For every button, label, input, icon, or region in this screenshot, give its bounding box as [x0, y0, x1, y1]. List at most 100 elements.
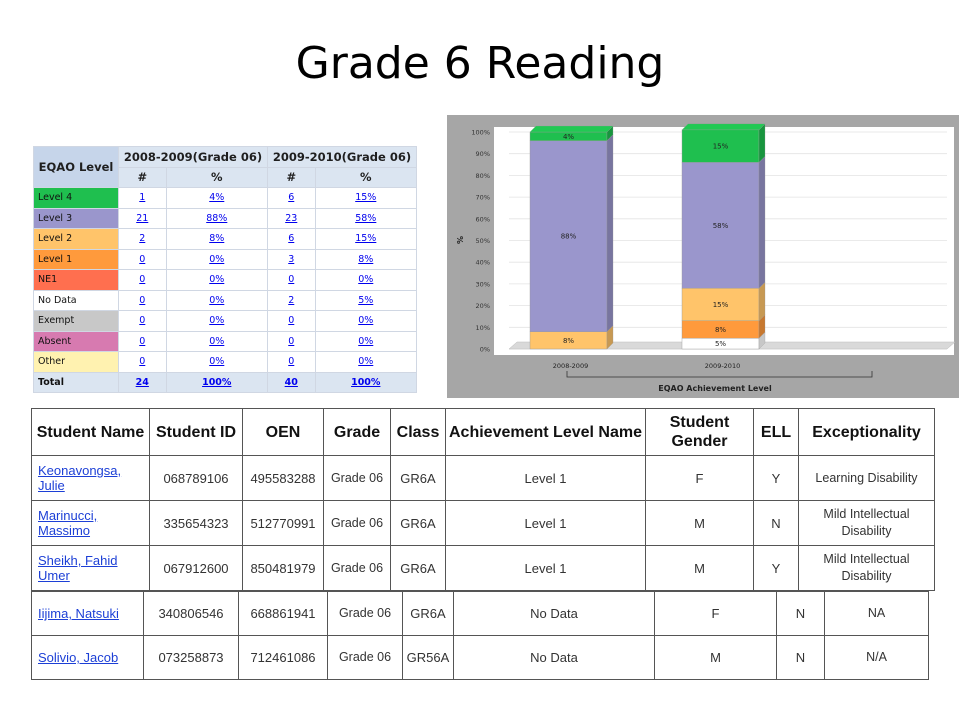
summary-cell: 21 [118, 207, 167, 229]
bar-top [681, 123, 766, 130]
y-tick-label: 90% [476, 150, 490, 158]
summary-cell: 8% [165, 228, 268, 250]
summary-link[interactable]: 6 [288, 192, 295, 204]
total-link[interactable]: 40 [284, 376, 298, 388]
summary-cell: 0% [314, 330, 418, 352]
summary-link[interactable]: 0 [139, 356, 146, 368]
summary-link[interactable]: 5% [358, 294, 374, 306]
total-link[interactable]: 100% [351, 376, 381, 388]
student-class-cell: GR6A [390, 455, 446, 501]
summary-cell: 4% [165, 187, 268, 209]
student-ell-cell: Y [753, 545, 799, 591]
summary-cell: 0 [118, 269, 167, 291]
student-table-continued: Iijima, Natsuki 340806546 668861941 Grade 0… [31, 591, 929, 680]
student-name-link[interactable]: Solivio, Jacob [38, 650, 119, 665]
summary-link[interactable]: 4% [209, 192, 225, 204]
x-tick-label: 2008-2009 [553, 362, 588, 370]
bar-data-label: 4% [563, 133, 574, 141]
summary-link[interactable]: 0 [139, 315, 146, 327]
summary-link[interactable]: 0 [288, 274, 295, 286]
total-link[interactable]: 100% [202, 376, 232, 388]
summary-link[interactable]: 0% [209, 274, 225, 286]
summary-link[interactable]: 0% [209, 294, 225, 306]
summary-link[interactable]: 2 [288, 294, 295, 306]
student-level-cell: Level 1 [445, 455, 646, 501]
summary-link[interactable]: 0% [358, 335, 374, 347]
summary-link[interactable]: 0% [358, 274, 374, 286]
summary-link[interactable]: 0 [139, 294, 146, 306]
summary-link[interactable]: 0% [209, 253, 225, 265]
student-exc-cell: Mild Intellectual Disability [798, 545, 935, 591]
bar-segment [681, 129, 760, 163]
level-label: Level 4 [33, 187, 119, 209]
level-label: Level 3 [33, 207, 119, 229]
col-ell: ELL [753, 408, 799, 456]
summary-link[interactable]: 0% [358, 315, 374, 327]
bar-side [758, 156, 766, 289]
summary-cell: 5% [314, 289, 418, 311]
summary-link[interactable]: 0% [209, 335, 225, 347]
y-tick-label: 80% [476, 172, 490, 180]
summary-link[interactable]: 88% [206, 212, 228, 224]
total-label: Total [33, 371, 119, 393]
y-tick-label: 70% [476, 194, 490, 202]
student-exc-cell: Mild Intellectual Disability [798, 500, 935, 546]
student-exc-cell: NA [824, 591, 929, 636]
total-link[interactable]: 24 [135, 376, 149, 388]
summary-link[interactable]: 15% [355, 233, 377, 245]
summary-row: Level 1 0 0% 3 8% [33, 248, 418, 270]
eqao-level-header: EQAO Level [33, 146, 119, 188]
summary-row: Absent 0 0% 0 0% [33, 330, 418, 352]
summary-cell: 0% [165, 351, 268, 373]
student-id-cell: 335654323 [149, 500, 243, 546]
summary-link[interactable]: 21 [136, 212, 149, 224]
summary-link[interactable]: 1 [139, 192, 146, 204]
student-name-link[interactable]: Marinucci, Massimo [38, 508, 98, 538]
summary-link[interactable]: 0 [139, 253, 146, 265]
summary-link[interactable]: 3 [288, 253, 295, 265]
y-tick-label: 30% [476, 280, 490, 288]
summary-link[interactable]: 0 [139, 335, 146, 347]
summary-cell: 6 [266, 228, 316, 250]
student-name-link[interactable]: Sheikh, Fahid Umer [38, 553, 118, 583]
y-tick-label: 100% [471, 129, 490, 137]
summary-link[interactable]: 8% [209, 233, 225, 245]
summary-link[interactable]: 8% [358, 253, 374, 265]
student-id-cell: 073258873 [143, 635, 239, 680]
summary-cell: 0 [118, 248, 167, 270]
summary-cell: 1 [118, 187, 167, 209]
student-class-cell: GR6A [390, 545, 446, 591]
student-name-link[interactable]: Keonavongsa, Julie [38, 463, 122, 493]
bar-data-label: 8% [715, 326, 726, 334]
student-ell-cell: N [776, 591, 825, 636]
student-name-link[interactable]: Iijima, Natsuki [38, 606, 119, 621]
slide-title: Grade 6 Reading [295, 38, 665, 89]
bar-segment [681, 162, 760, 289]
summary-link[interactable]: 6 [288, 233, 295, 245]
student-gender-cell: F [645, 455, 754, 501]
summary-link[interactable]: 58% [355, 212, 377, 224]
summary-cell: 0% [165, 310, 268, 332]
student-oen-cell: 512770991 [242, 500, 324, 546]
summary-link[interactable]: 23 [285, 212, 298, 224]
summary-cell: 2 [118, 228, 167, 250]
level-label: Level 1 [33, 248, 119, 270]
summary-link[interactable]: 2 [139, 233, 146, 245]
summary-link[interactable]: 0% [209, 356, 225, 368]
summary-cell: 0% [314, 310, 418, 332]
summary-row: Exempt 0 0% 0 0% [33, 310, 418, 332]
summary-link[interactable]: 0 [288, 356, 295, 368]
summary-link[interactable]: 15% [355, 192, 377, 204]
student-grade-cell: Grade 06 [327, 591, 403, 636]
y-tick-label: 0% [480, 346, 490, 354]
summary-link[interactable]: 0 [288, 335, 295, 347]
bar-data-label: 88% [561, 233, 577, 241]
student-grade-cell: Grade 06 [323, 455, 391, 501]
summary-link[interactable]: 0 [139, 274, 146, 286]
summary-link[interactable]: 0% [358, 356, 374, 368]
student-oen-cell: 495583288 [242, 455, 324, 501]
x-axis-label: EQAO Achievement Level [658, 384, 772, 393]
summary-link[interactable]: 0% [209, 315, 225, 327]
summary-row: Level 4 1 4% 6 15% [33, 187, 418, 209]
summary-link[interactable]: 0 [288, 315, 295, 327]
